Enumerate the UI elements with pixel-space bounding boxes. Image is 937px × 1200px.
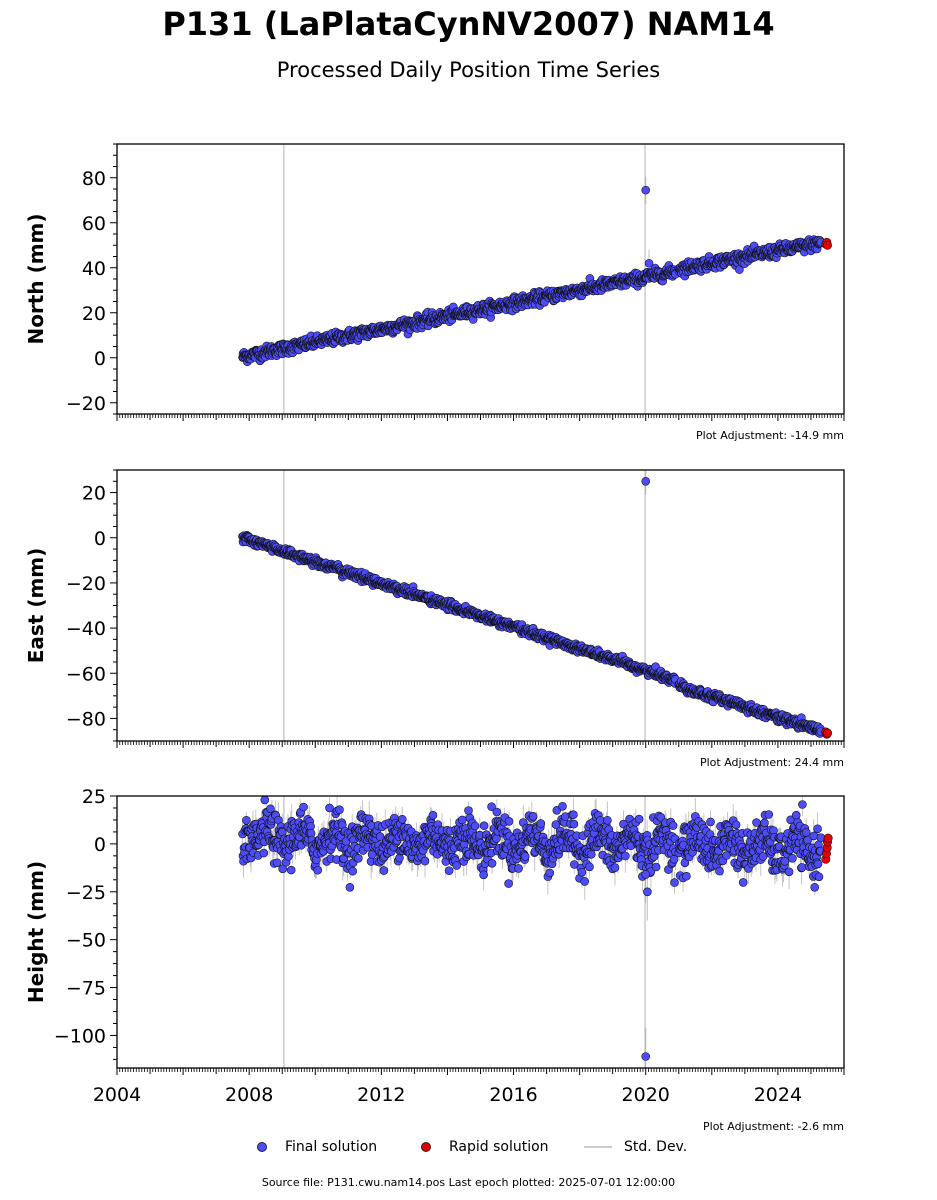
y-tick-label: 80 [82,168,106,190]
legend-rapid: Rapid solution [421,1136,549,1158]
outlier-point [641,185,651,195]
rapid-solution-points [821,727,832,739]
y-tick-label: −50 [66,930,106,952]
std-dev-line-icon [584,1146,612,1148]
legend-std-label: Std. Dev. [624,1139,688,1155]
rapid-solution-points [821,237,832,250]
y-tick-label: 0 [94,348,106,370]
plot-area [238,796,833,1068]
y-tick-label: −20 [66,393,106,415]
legend: Final solution Rapid solution Std. Dev. [0,1136,937,1160]
rapid-solution-marker-icon [421,1142,431,1152]
legend-rapid-label: Rapid solution [449,1139,549,1155]
x-tick-label: 2008 [225,1084,273,1106]
final-solution-marker-icon [257,1142,267,1152]
outlier-point [641,476,651,486]
y-axis-label: North (mm) [24,213,48,344]
chart-title: P131 (LaPlataCynNV2007) NAM14 [162,5,775,43]
y-tick-label: 25 [82,786,106,808]
y-tick-label: −60 [66,663,106,685]
y-tick-label: 0 [94,834,106,856]
y-tick-label: 40 [82,258,106,280]
y-tick-label: 20 [82,483,106,505]
x-tick-label: 2004 [93,1084,141,1106]
final-solution-points [238,796,826,1061]
chart-subtitle: Processed Daily Position Time Series [276,58,661,82]
y-axis-label: East (mm) [24,548,48,664]
outlier-point [644,258,654,268]
outlier-point [643,887,652,897]
outlier-point [641,1052,651,1061]
plot-adjustment: Plot Adjustment: -2.6 mm [703,1120,844,1133]
y-tick-label: −75 [66,978,106,1000]
rapid-solution-points [821,833,833,864]
panel-1: −80 −60 −40 −20 0 20 East (mm) Plot Adjustment:… [24,469,845,769]
plot-adjustment: Plot Adjustment: -14.9 mm [696,429,844,442]
y-tick-label: −100 [54,1025,106,1047]
panel-2: −100 −75 −50 −25 0 25 2004 2008 2012 2016 2020 2024… [24,786,845,1133]
legend-final: Final solution [257,1136,377,1158]
outlier-point [641,870,651,879]
final-solution-points [238,476,826,738]
plot-frame [116,143,845,415]
y-tick-label: −20 [66,573,106,595]
plot-area [238,144,832,414]
y-axis-label: Height (mm) [24,861,48,1003]
legend-final-label: Final solution [285,1139,378,1155]
y-tick-label: 0 [94,528,106,550]
x-tick-label: 2016 [489,1084,537,1106]
y-tick-label: 60 [82,213,106,235]
y-tick-label: −80 [66,708,106,730]
y-tick-label: 20 [82,303,106,325]
x-tick-label: 2024 [754,1084,802,1106]
plot-adjustment: Plot Adjustment: 24.4 mm [700,756,844,769]
final-solution-points [238,185,826,367]
plot-area [238,470,832,741]
source-footer: Source file: P131.cwu.nam14.pos Last epo… [261,1176,676,1189]
x-tick-label: 2012 [357,1084,405,1106]
y-tick-label: −25 [66,882,106,904]
legend-std: Std. Dev. [584,1136,687,1158]
y-tick-label: −40 [66,618,106,640]
x-tick-label: 2020 [622,1084,670,1106]
panel-0: −20 0 20 40 60 80 North (mm) Plot Adjustment: -… [24,143,845,442]
